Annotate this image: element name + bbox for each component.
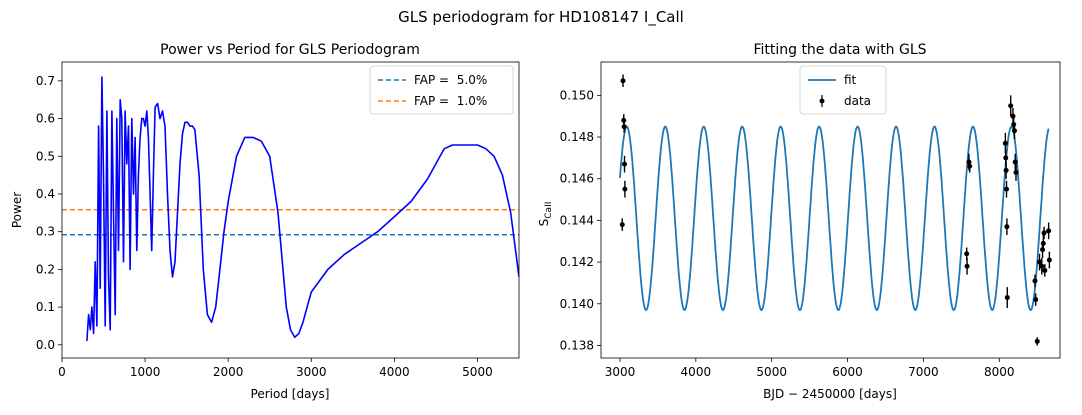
left-y-axis-label: Power [10, 192, 24, 228]
data-point [1002, 140, 1008, 146]
left-y-tick-label: 0.0 [36, 338, 55, 352]
right-x-tick-label: 5000 [756, 365, 787, 379]
data-point [622, 161, 628, 167]
left-y-tick-label: 0.5 [36, 149, 55, 163]
left-plot-frame [61, 61, 520, 359]
data-point [1041, 230, 1047, 236]
data-point [1012, 159, 1018, 165]
data-point [1034, 338, 1040, 344]
data-point [1013, 169, 1019, 175]
data-point [1004, 224, 1010, 230]
left-x-tick-label: 5000 [462, 365, 493, 379]
svg-text:SCaII: SCaII [537, 202, 554, 227]
data-point [622, 186, 628, 192]
data-point [1040, 247, 1046, 253]
left-x-tick-label: 3000 [296, 365, 327, 379]
left-y-tick-label: 0.2 [36, 262, 55, 276]
right-x-tick-label: 7000 [908, 365, 939, 379]
data-point [967, 163, 973, 169]
data-point [964, 251, 970, 257]
right-legend: fit data [799, 65, 887, 115]
legend-fap1-label: FAP = 1.0% [414, 94, 487, 108]
figure-title: GLS periodogram for HD108147 I_Call [398, 8, 684, 27]
right-x-tick-label: 3000 [605, 365, 636, 379]
right-y-tick-label: 0.150 [560, 88, 594, 102]
fit-curve [619, 125, 1050, 312]
data-point [621, 124, 627, 130]
left-x-tick-label: 4000 [379, 365, 410, 379]
data-point [1003, 155, 1009, 161]
data-point [1037, 259, 1043, 265]
right-y-tick-label: 0.146 [560, 172, 594, 186]
left-y-tick-label: 0.1 [36, 300, 55, 314]
legend-fit-label: fit [844, 73, 857, 87]
right-legend-box [799, 65, 887, 115]
right-y-tick-label: 0.138 [560, 338, 594, 352]
left-chart-title: Power vs Period for GLS Periodogram [160, 42, 420, 58]
data-point [619, 222, 625, 228]
power-curve [86, 76, 519, 342]
right-y-tick-label: 0.148 [560, 130, 594, 144]
data-point [1004, 186, 1010, 192]
right-y-axis-label: SCaII [537, 202, 554, 227]
left-x-tick-label: 2000 [213, 365, 244, 379]
right-chart: Fitting the data with GLS 3000 4000 5000 60… [537, 42, 1061, 401]
right-y-tick-label: 0.142 [560, 255, 594, 269]
data-point [1003, 167, 1009, 173]
data-point [1046, 257, 1052, 263]
right-plot-frame [600, 61, 1061, 359]
data-point [1008, 103, 1014, 109]
left-legend-box [369, 65, 514, 115]
data-point [964, 263, 970, 269]
right-x-axis-label: BJD − 2450000 [days] [763, 387, 897, 401]
data-point [1011, 128, 1017, 134]
data-point [1046, 228, 1052, 234]
left-y-tick-label: 0.7 [36, 74, 55, 88]
left-y-tick-label: 0.3 [36, 225, 55, 239]
data-point [1040, 240, 1046, 246]
left-chart: Power vs Period for GLS Periodogram 0 100… [10, 42, 520, 401]
left-x-tick-label: 0 [58, 365, 66, 379]
legend-data-label: data [844, 94, 871, 108]
right-y-axis-label-main: S [537, 219, 551, 227]
right-x-tick-label: 8000 [984, 365, 1015, 379]
right-x-tick-label: 6000 [832, 365, 863, 379]
left-x-tick-label: 1000 [130, 365, 161, 379]
data-point [1011, 122, 1017, 128]
data-point [966, 159, 972, 165]
legend-data-marker [819, 98, 825, 104]
right-x-tick-label: 4000 [681, 365, 712, 379]
data-point [1004, 295, 1010, 301]
right-chart-title: Fitting the data with GLS [753, 42, 926, 58]
data-point [620, 78, 626, 84]
right-y-tick-label: 0.140 [560, 297, 594, 311]
data-point [1032, 278, 1038, 284]
data-point [1039, 263, 1045, 269]
left-x-axis-label: Period [days] [251, 387, 330, 401]
right-y-tick-label: 0.144 [560, 213, 594, 227]
right-y-axis-label-sub: CaII [544, 202, 554, 219]
left-legend: FAP = 5.0% FAP = 1.0% [369, 65, 514, 115]
left-y-tick-label: 0.4 [36, 187, 55, 201]
data-point [1033, 297, 1039, 303]
data-point [1042, 267, 1048, 273]
legend-fap5-label: FAP = 5.0% [414, 73, 487, 87]
data-point [1010, 113, 1016, 119]
left-y-tick-label: 0.6 [36, 112, 55, 126]
